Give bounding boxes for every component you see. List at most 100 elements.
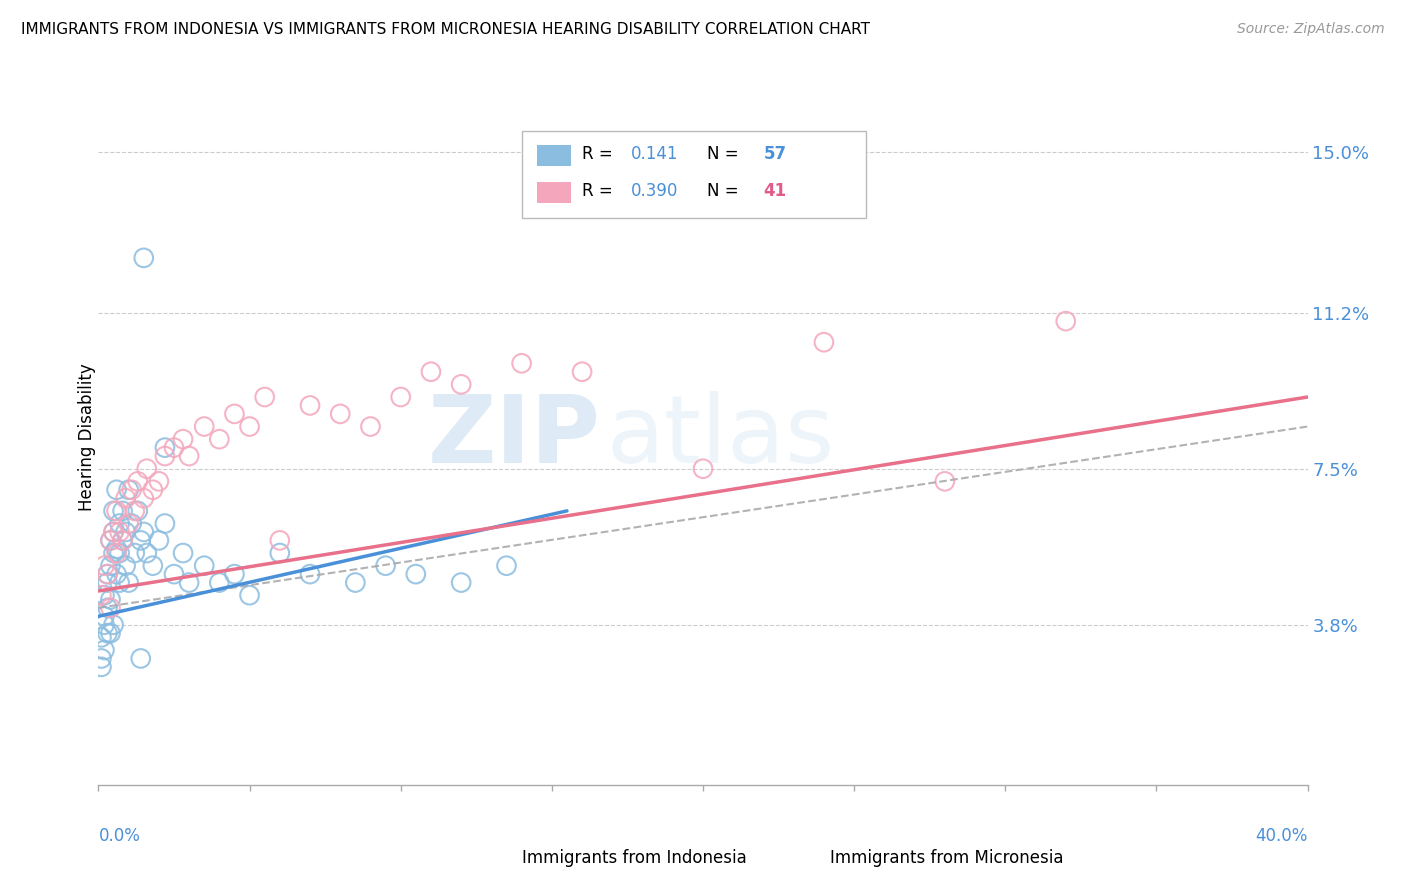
Point	[105, 546, 128, 560]
Point	[121, 516, 143, 531]
Point	[193, 419, 215, 434]
Point	[111, 533, 134, 548]
Point	[96, 626, 118, 640]
Point	[100, 592, 122, 607]
Point	[420, 365, 443, 379]
Point	[269, 546, 291, 560]
Point	[93, 609, 115, 624]
Point	[934, 475, 956, 489]
Point	[142, 483, 165, 497]
Point	[224, 567, 246, 582]
Point	[299, 567, 322, 582]
Point	[148, 475, 170, 489]
Text: 41: 41	[763, 183, 786, 201]
Point	[103, 524, 125, 539]
Point	[450, 575, 472, 590]
Point	[90, 651, 112, 665]
Point	[142, 558, 165, 573]
Point	[269, 533, 291, 548]
Point	[127, 475, 149, 489]
Point	[510, 356, 533, 370]
Point	[132, 524, 155, 539]
Point	[813, 335, 835, 350]
Point	[100, 533, 122, 548]
Point	[153, 449, 176, 463]
Text: 40.0%: 40.0%	[1256, 827, 1308, 845]
Point	[108, 524, 131, 539]
Point	[103, 617, 125, 632]
Point	[108, 516, 131, 531]
Point	[135, 546, 157, 560]
Point	[118, 483, 141, 497]
Text: 0.0%: 0.0%	[98, 827, 141, 845]
Point	[114, 524, 136, 539]
Point	[344, 575, 367, 590]
Point	[360, 419, 382, 434]
Point	[103, 546, 125, 560]
Point	[179, 575, 201, 590]
Point	[692, 461, 714, 475]
Point	[450, 377, 472, 392]
Point	[108, 546, 131, 560]
Point	[93, 643, 115, 657]
Point	[100, 626, 122, 640]
Text: Immigrants from Micronesia: Immigrants from Micronesia	[830, 849, 1063, 867]
Text: N =: N =	[707, 183, 744, 201]
Point	[105, 504, 128, 518]
Point	[148, 533, 170, 548]
Point	[208, 432, 231, 446]
Point	[1054, 314, 1077, 328]
Point	[105, 567, 128, 582]
Point	[495, 558, 517, 573]
Point	[172, 546, 194, 560]
Point	[163, 567, 186, 582]
Point	[135, 461, 157, 475]
Point	[132, 251, 155, 265]
Point	[90, 631, 112, 645]
Text: R =: R =	[582, 145, 619, 163]
Point	[105, 541, 128, 556]
Text: atlas: atlas	[606, 391, 835, 483]
Point	[129, 533, 152, 548]
Point	[374, 558, 396, 573]
Point	[114, 491, 136, 506]
Point	[239, 419, 262, 434]
Point	[96, 567, 118, 582]
Point	[108, 575, 131, 590]
Point	[118, 575, 141, 590]
Point	[96, 600, 118, 615]
Text: 0.141: 0.141	[630, 145, 678, 163]
Text: N =: N =	[707, 145, 744, 163]
FancyBboxPatch shape	[474, 847, 509, 869]
Point	[114, 558, 136, 573]
Point	[100, 558, 122, 573]
Point	[124, 504, 146, 518]
Point	[153, 516, 176, 531]
Point	[105, 483, 128, 497]
Point	[172, 432, 194, 446]
Y-axis label: Hearing Disability: Hearing Disability	[79, 363, 96, 511]
FancyBboxPatch shape	[537, 182, 571, 202]
Text: Source: ZipAtlas.com: Source: ZipAtlas.com	[1237, 22, 1385, 37]
Text: R =: R =	[582, 183, 619, 201]
FancyBboxPatch shape	[782, 847, 818, 869]
Point	[224, 407, 246, 421]
Point	[127, 504, 149, 518]
Point	[103, 524, 125, 539]
Point	[111, 504, 134, 518]
Point	[90, 588, 112, 602]
Point	[100, 600, 122, 615]
Point	[132, 491, 155, 506]
FancyBboxPatch shape	[537, 145, 571, 166]
Text: IMMIGRANTS FROM INDONESIA VS IMMIGRANTS FROM MICRONESIA HEARING DISABILITY CORRE: IMMIGRANTS FROM INDONESIA VS IMMIGRANTS …	[21, 22, 870, 37]
Point	[163, 441, 186, 455]
Point	[121, 483, 143, 497]
Point	[124, 546, 146, 560]
Point	[100, 533, 122, 548]
Point	[571, 365, 593, 379]
Point	[329, 407, 352, 421]
Point	[103, 504, 125, 518]
Point	[253, 390, 276, 404]
Point	[129, 651, 152, 665]
FancyBboxPatch shape	[522, 131, 866, 218]
